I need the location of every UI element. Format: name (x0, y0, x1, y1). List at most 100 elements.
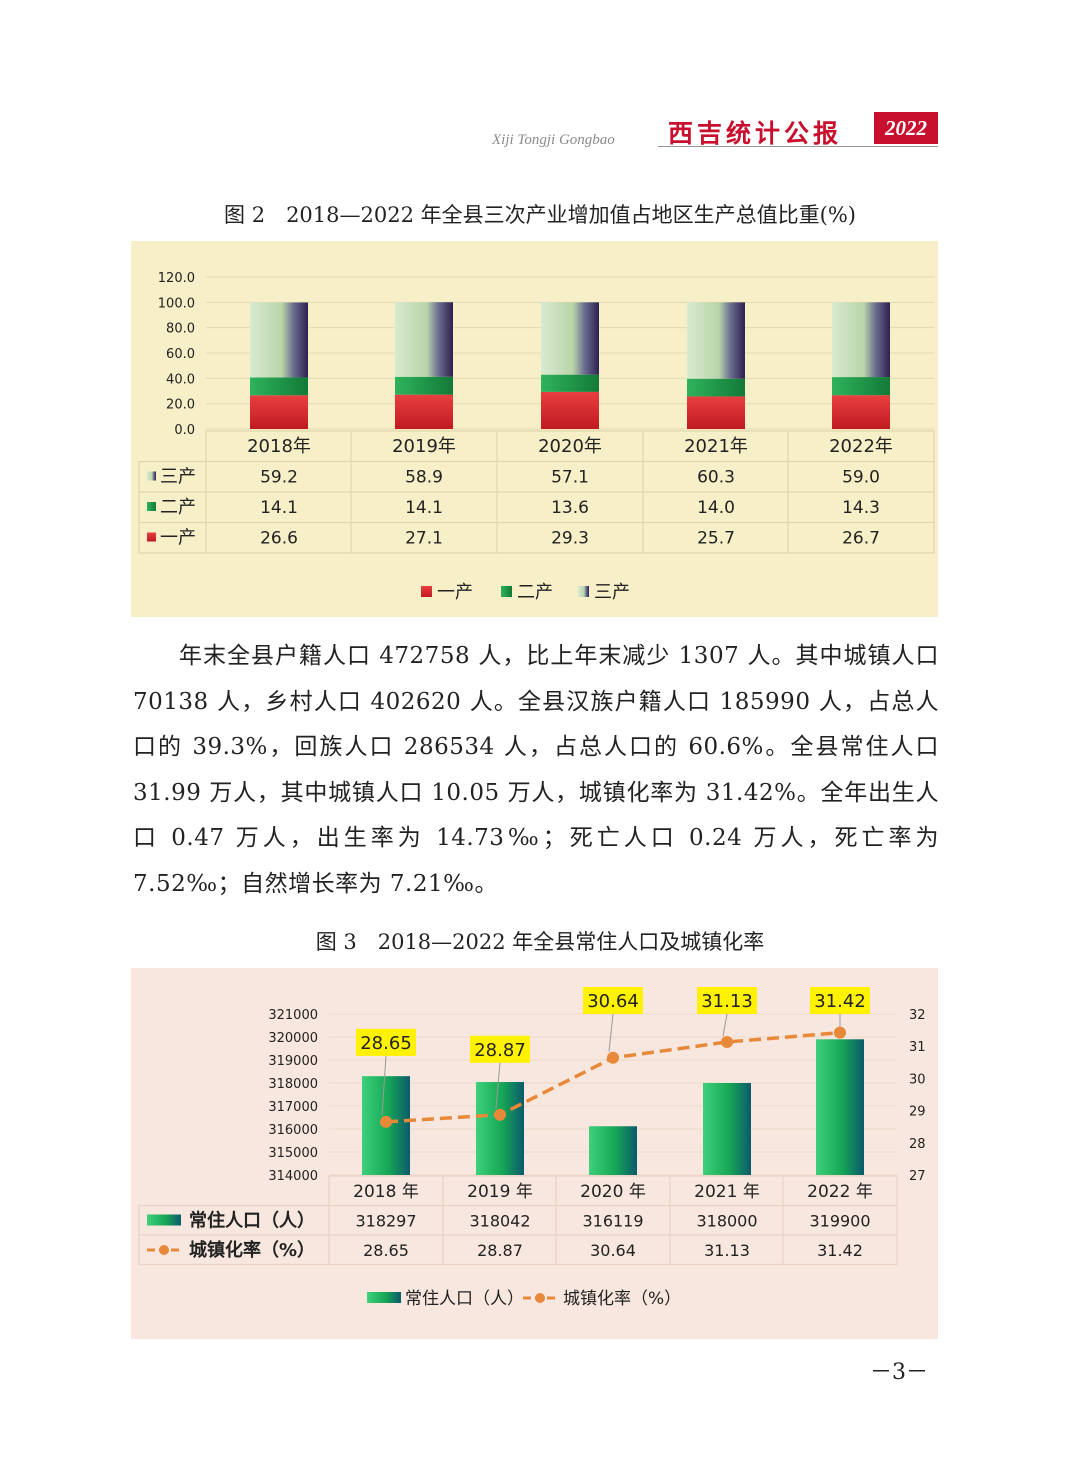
fig3-legend-label: 城镇化率（%） (563, 1289, 681, 1309)
header-rule (658, 146, 938, 147)
fig2-legend-swatch (578, 586, 589, 597)
fig3-y-right-tick-label: 28 (909, 1137, 926, 1152)
fig2-bar-一产 (687, 396, 745, 429)
fig3-data-label-box (470, 1035, 530, 1063)
fig3-label-leader (495, 1062, 501, 1109)
fig2-y-tick-label: 60.0 (166, 347, 195, 362)
page-number: －3－ (870, 1360, 928, 1385)
fig2-category-label: 2019年 (392, 436, 456, 457)
fig2-category-label: 2021年 (684, 436, 748, 457)
fig3-table-row-label: 城镇化率（%） (189, 1239, 315, 1261)
fig3-y-left-tick-label: 318000 (268, 1077, 318, 1092)
fig3-table-value: 28.87 (477, 1241, 523, 1260)
fig3-bar-population (476, 1082, 524, 1175)
fig2-bar-二产 (832, 377, 890, 396)
fig3-y-left-tick-label: 321000 (268, 1008, 318, 1023)
fig2-bar-三产 (541, 302, 599, 375)
header-pinyin: Xiji Tongji Gongbao (492, 132, 615, 148)
fig3-category-label: 2020 年 (580, 1182, 646, 1202)
figure2-caption: 图 2 2018—2022 年全县三次产业增加值占地区生产总值比重(%) (224, 203, 856, 227)
fig3-table-value: 31.42 (817, 1241, 863, 1260)
fig3-category-label: 2018 年 (353, 1182, 419, 1202)
fig2-legend-swatch (421, 586, 432, 597)
fig2-bar-三产 (832, 302, 890, 378)
population-paragraph: 年末全县户籍人口 472758 人，比上年末减少 1307 人。其中城镇人口 7… (133, 643, 939, 897)
fig3-data-label-box (810, 987, 870, 1014)
fig3-bar-population (816, 1039, 864, 1175)
fig3-y-left-tick-label: 319000 (268, 1054, 318, 1069)
fig2-table-value: 59.2 (260, 468, 298, 488)
fig3-line-point (380, 1115, 392, 1128)
fig2-bar-一产 (250, 395, 308, 429)
fig2-table-swatch (147, 532, 156, 542)
fig2-legend-label: 三产 (594, 582, 630, 603)
fig2-table-value: 13.6 (551, 498, 589, 518)
fig2-category-label: 2018年 (247, 436, 311, 457)
header-year-badge: 2022 (874, 112, 938, 144)
fig3-y-left-tick-label: 314000 (268, 1169, 318, 1184)
fig3-table-value: 319900 (809, 1212, 870, 1231)
fig3-label-leader (608, 1013, 614, 1052)
fig2-bar-二产 (395, 376, 453, 395)
fig3-y-left-tick-label: 316000 (268, 1123, 318, 1138)
fig3-line-point (834, 1026, 846, 1039)
fig2-table-value: 14.1 (260, 498, 298, 518)
fig3-bar-population (703, 1083, 751, 1175)
fig3-data-label-box (697, 987, 757, 1014)
figure3-chart: 321000 320000 319000 318000 317000 316000 3150… (131, 968, 938, 1339)
fig3-y-right-tick-label: 31 (909, 1040, 926, 1055)
fig2-y-tick-label: 100.0 (158, 296, 195, 311)
fig2-table-value: 60.3 (697, 468, 735, 488)
fig3-table-value: 318000 (696, 1212, 757, 1231)
fig3-data-label-box (356, 1028, 416, 1056)
fig2-table-value: 14.1 (405, 498, 443, 518)
fig3-y-right-tick-label: 30 (909, 1072, 926, 1087)
fig2-y-tick-label: 120.0 (158, 271, 195, 286)
fig2-table-value: 29.3 (551, 529, 589, 549)
fig3-y-left-tick-label: 317000 (268, 1100, 318, 1115)
fig3-line-point (607, 1051, 619, 1064)
fig2-category-label: 2020年 (538, 436, 602, 457)
fig2-table-row-label: 二产 (160, 497, 196, 518)
fig3-table-value: 28.65 (363, 1241, 409, 1260)
fig3-bar-population (589, 1126, 637, 1175)
fig2-legend-label: 二产 (517, 582, 553, 603)
fig2-bar-一产 (832, 395, 890, 429)
figure3-caption: 图 3 2018—2022 年全县常住人口及城镇化率 (315, 930, 765, 954)
fig3-line-point (721, 1036, 733, 1049)
fig3-y-right-tick-label: 32 (909, 1008, 926, 1023)
fig3-y-right-tick-label: 27 (909, 1169, 926, 1184)
fig3-category-label: 2021 年 (694, 1182, 760, 1202)
fig2-bar-三产 (687, 302, 745, 379)
fig2-legend-label: 一产 (437, 582, 473, 603)
fig2-bar-三产 (395, 302, 453, 377)
fig2-bar-一产 (395, 394, 453, 429)
fig3-category-label: 2022 年 (807, 1182, 873, 1202)
fig2-bar-二产 (687, 378, 745, 397)
fig3-category-label: 2019 年 (467, 1182, 533, 1202)
fig3-y-right-tick-label: 29 (909, 1105, 926, 1120)
fig3-data-label: 28.65 (360, 1033, 412, 1054)
fig3-line-point (494, 1108, 506, 1121)
fig3-urbanization-line (385, 1030, 841, 1124)
fig2-table-value: 26.6 (260, 529, 298, 549)
fig3-table-value: 318042 (469, 1212, 530, 1231)
fig3-data-label-box (583, 987, 643, 1014)
fig3-table-value: 318297 (355, 1212, 416, 1231)
fig2-y-tick-label: 40.0 (166, 372, 195, 387)
fig3-label-leader (722, 1013, 728, 1037)
fig2-y-tick-label: 20.0 (166, 398, 195, 413)
fig2-category-label: 2022年 (829, 436, 893, 457)
figure2-chart: 120.0 100.0 80.0 60.0 40.0 20.0 0.0 2018年 2019年 2… (131, 241, 938, 617)
figure3-svg: 321000 320000 319000 318000 317000 316000 3150… (138, 987, 926, 1309)
fig2-bar-二产 (541, 374, 599, 392)
fig3-legend-label: 常住人口（人） (405, 1289, 524, 1309)
fig3-y-left-tick-label: 315000 (268, 1146, 318, 1161)
fig3-legend-swatch-bar (367, 1292, 401, 1303)
fig2-legend-swatch (501, 586, 512, 597)
fig2-table-row-label: 一产 (160, 528, 196, 549)
fig3-table-value: 31.13 (704, 1241, 750, 1260)
fig2-y-tick-label: 80.0 (166, 322, 195, 337)
fig3-table-value: 30.64 (590, 1241, 636, 1260)
fig2-bar-二产 (250, 377, 308, 396)
